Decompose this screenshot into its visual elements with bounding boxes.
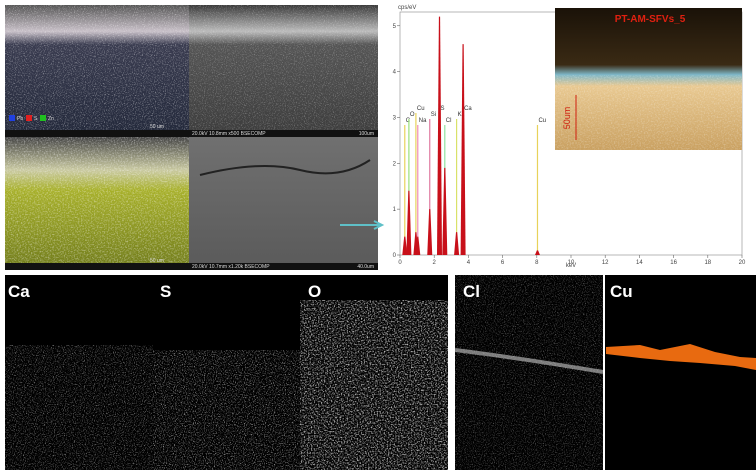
map-label: O: [308, 282, 321, 301]
legend-swatch: [26, 115, 32, 121]
sem-image: [189, 137, 378, 270]
element-label: C: [406, 118, 411, 124]
x-tick-label: 16: [670, 260, 677, 266]
texture: [5, 5, 189, 137]
element-label: Cu: [417, 106, 425, 112]
texture: [189, 5, 378, 137]
sem-caption: 20.0kV 10.8mm x500 BSECOMP: [192, 131, 266, 137]
legend-swatch: [40, 115, 46, 121]
y-tick-label: 1: [393, 207, 397, 213]
y-tick-label: 0: [393, 253, 397, 259]
x-tick-label: 0: [398, 260, 402, 266]
map-label: Ca: [8, 282, 30, 301]
caption-bar: [5, 263, 189, 270]
y-tick-label: 3: [393, 115, 397, 121]
s-map: [153, 350, 300, 470]
element-label: Cu: [538, 118, 546, 124]
x-tick-label: 2: [433, 260, 437, 266]
inset-title: PT-AM-SFVs_5: [615, 14, 686, 25]
y-unit: cps/eV: [398, 5, 416, 11]
y-tick-label: 4: [393, 70, 397, 76]
texture: [5, 137, 189, 270]
caption-bar: [5, 130, 189, 137]
map-label: Cl: [463, 282, 480, 301]
x-tick-label: 10: [568, 260, 575, 266]
divider: [603, 275, 605, 470]
x-tick-label: 20: [739, 260, 746, 266]
y-tick-label: 2: [393, 161, 397, 167]
texture: [555, 75, 742, 150]
x-tick-label: 12: [602, 260, 609, 266]
element-label: Na: [419, 118, 427, 124]
ca-map: [5, 345, 153, 470]
legend-label: Pb: [17, 116, 23, 122]
element-label: S: [441, 106, 445, 112]
scale-label: 50 um: [150, 258, 164, 264]
y-tick-label: 5: [393, 24, 397, 30]
x-tick-label: 14: [636, 260, 643, 266]
o-map: [300, 300, 448, 470]
figure: 20.0kV 10.8mm x500 BSECOMP 100um 20.0kV …: [0, 0, 756, 470]
element-label: Cl: [446, 118, 452, 124]
sem-scale: 100um: [359, 131, 374, 137]
x-tick-label: 8: [535, 260, 539, 266]
scale-label: 50 um: [150, 124, 164, 130]
element-label: Si: [431, 112, 436, 118]
sem-scale: 40.0um: [357, 264, 374, 270]
inset-scale: 50um: [562, 107, 572, 130]
x-tick-label: 6: [501, 260, 505, 266]
x-tick-label: 4: [467, 260, 471, 266]
sem-caption: 20.0kV 10.7mm x1.20k BSECOMP: [192, 264, 270, 270]
cl-map: [455, 275, 603, 470]
map-label: S: [160, 282, 171, 301]
x-tick-label: 18: [704, 260, 711, 266]
element-label: Ca: [464, 106, 472, 112]
legend-swatch: [9, 115, 15, 121]
map-label: Cu: [610, 282, 633, 301]
element-label: O: [410, 112, 415, 118]
element-label: K: [458, 112, 462, 118]
legend-label: Zn: [48, 116, 54, 122]
